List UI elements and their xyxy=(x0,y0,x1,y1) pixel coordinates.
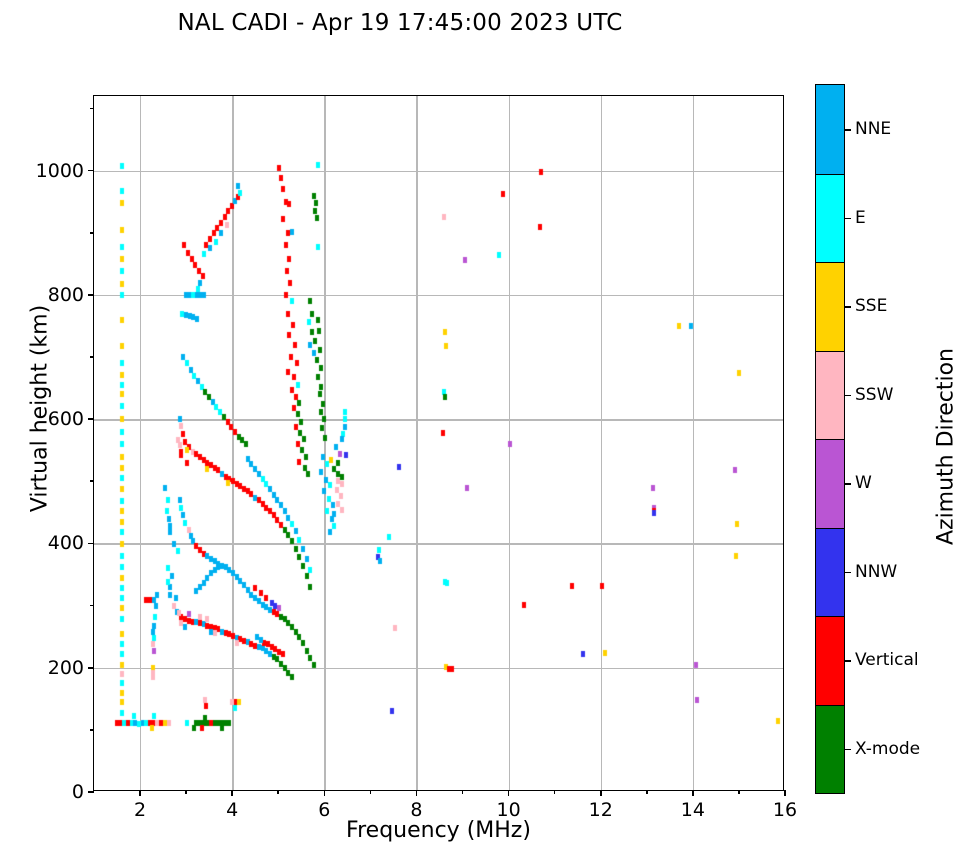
colorbar-tick xyxy=(844,483,851,485)
colorbar-separator xyxy=(816,350,844,352)
x-tick-label: 12 xyxy=(588,799,613,821)
y-tick-label: 0 xyxy=(71,781,84,803)
colorbar-tick xyxy=(844,394,851,397)
y-minor-tick xyxy=(90,729,94,731)
x-tick-label: 14 xyxy=(680,799,705,821)
colorbar-label-w: W xyxy=(855,473,872,494)
x-tick-label: 10 xyxy=(496,799,521,821)
y-minor-tick xyxy=(90,231,94,234)
x-minor-tick xyxy=(185,790,187,794)
colorbar-segment-e[interactable] xyxy=(816,173,844,262)
colorbar-label-e: E xyxy=(855,207,866,228)
colorbar-segment-vertical[interactable] xyxy=(816,616,844,705)
y-tick-label: 200 xyxy=(47,656,84,679)
x-axis-label: Frequency (MHz) xyxy=(346,818,531,843)
x-minor-tick xyxy=(553,790,556,794)
colorbar-separator xyxy=(816,262,844,264)
x-tick-label: 4 xyxy=(226,799,239,821)
colorbar-label-sse: SSE xyxy=(855,296,888,317)
y-tick xyxy=(88,542,94,545)
colorbar-segment-nne[interactable] xyxy=(816,85,844,174)
colorbar-separator xyxy=(816,704,844,706)
page-title: NAL CADI - Apr 19 17:45:00 2023 UTC xyxy=(177,10,623,36)
x-tick xyxy=(784,790,786,796)
y-tick-label: 600 xyxy=(47,408,84,431)
data-layer xyxy=(94,96,783,790)
colorbar-label-nne: NNE xyxy=(855,119,892,140)
colorbar-title: Azimuth Direction xyxy=(933,347,958,546)
x-tick-label: 8 xyxy=(410,799,423,821)
y-minor-tick xyxy=(90,356,94,358)
y-minor-tick xyxy=(90,480,94,483)
colorbar-label-vertical: Vertical xyxy=(855,650,919,671)
colorbar-segment-x-mode[interactable] xyxy=(816,704,844,793)
x-tick xyxy=(692,790,694,796)
colorbar-segment-sse[interactable] xyxy=(816,262,844,351)
colorbar-tick xyxy=(844,217,851,220)
y-minor-tick xyxy=(90,107,94,110)
x-tick xyxy=(507,790,510,796)
y-tick xyxy=(88,666,94,669)
colorbar-segment-w[interactable] xyxy=(816,439,844,528)
colorbar-tick xyxy=(844,748,851,751)
colorbar-separator xyxy=(816,173,844,175)
colorbar-tick xyxy=(844,571,851,574)
colorbar-segment-nnw[interactable] xyxy=(816,527,844,616)
colorbar-tick xyxy=(844,660,851,662)
x-minor-tick xyxy=(646,790,648,794)
x-tick xyxy=(415,790,418,796)
x-tick-label: 16 xyxy=(772,799,798,821)
colorbar-tick xyxy=(844,129,851,131)
colorbar-label-nnw: NNW xyxy=(855,561,898,582)
x-tick xyxy=(323,790,326,796)
y-axis-label: Virtual height (km) xyxy=(27,304,53,513)
x-tick xyxy=(139,790,141,796)
y-tick-label: 1000 xyxy=(35,159,84,182)
colorbar-tick xyxy=(844,306,851,308)
y-tick xyxy=(88,294,94,296)
x-minor-tick xyxy=(461,790,464,794)
y-minor-tick xyxy=(90,604,94,607)
x-minor-tick xyxy=(277,790,280,794)
x-tick-label: 2 xyxy=(134,799,147,821)
x-tick-label: 6 xyxy=(318,799,331,821)
plot-axes: 2 4 6 8 10 12 14 16 0 200 400 600 800 1000 xyxy=(36,95,797,821)
y-tick-label: 400 xyxy=(47,532,84,555)
colorbar-separator xyxy=(816,439,844,441)
scatter-canvas xyxy=(94,96,783,790)
y-tick xyxy=(88,791,94,793)
colorbar-segment-ssw[interactable] xyxy=(816,350,844,439)
colorbar-label-x-mode: X-mode xyxy=(855,738,921,759)
x-minor-tick xyxy=(369,790,372,794)
y-tick-label: 800 xyxy=(47,283,84,306)
x-minor-tick xyxy=(738,790,740,794)
colorbar-label-ssw: SSW xyxy=(855,384,894,405)
x-tick xyxy=(231,790,233,796)
x-tick xyxy=(599,790,602,796)
colorbar-separator xyxy=(816,527,844,529)
colorbar-separator xyxy=(816,616,844,618)
colorbar[interactable]: NNE E SSE SSW W NNW Vertical X-mode xyxy=(815,84,920,794)
y-tick xyxy=(88,169,94,172)
y-tick xyxy=(88,418,94,420)
